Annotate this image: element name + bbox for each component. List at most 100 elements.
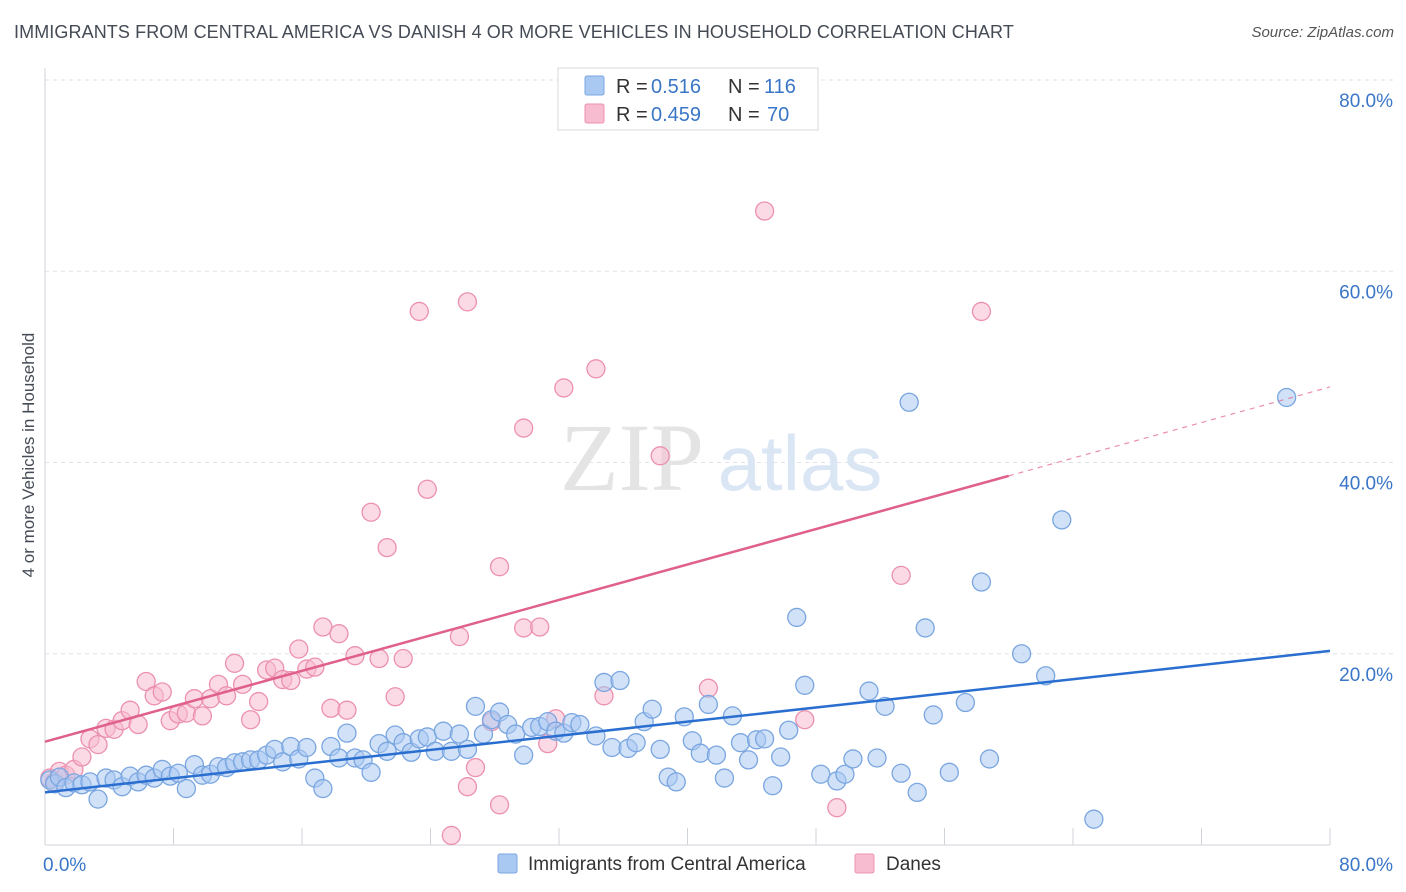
grid-lines <box>45 79 1393 655</box>
legend-n-value-2: 70 <box>767 104 789 126</box>
danes-point-38 <box>337 700 357 720</box>
legend-r-value-2: 0.459 <box>651 104 701 126</box>
y-tick-label-60: 60.0% <box>1339 282 1393 303</box>
legend-n-value-1: 116 <box>764 76 796 98</box>
danes-point-55 <box>514 418 534 438</box>
legend-r-label-1: R = <box>616 76 648 98</box>
central-america-point-41 <box>361 762 381 782</box>
central-america-point-54 <box>465 696 486 716</box>
legend-swatch-blue <box>584 75 605 96</box>
danes-point-51 <box>465 757 486 778</box>
central-america-point-114 <box>1276 387 1297 408</box>
axes <box>44 68 1331 846</box>
central-america-points <box>40 387 1297 829</box>
chart-title: IMMIGRANTS FROM CENTRAL AMERICA VS DANIS… <box>14 22 1014 42</box>
legend-swatch-pink <box>584 103 605 124</box>
correlation-legend: R = 0.516 N = 116 R = 0.459 N = 70 <box>557 67 819 131</box>
watermark: ZIP atlas <box>560 404 882 511</box>
y-tick-label-40: 40.0% <box>1339 474 1393 495</box>
watermark-atlas: atlas <box>718 419 883 507</box>
central-america-point-84 <box>714 768 735 788</box>
danes-point-35 <box>313 617 333 637</box>
central-america-point-109 <box>971 572 992 592</box>
central-america-point-113 <box>1084 809 1104 829</box>
central-america-point-106 <box>923 705 943 725</box>
central-america-point-107 <box>939 762 959 782</box>
danes-point-63 <box>650 446 670 466</box>
central-america-point-78 <box>666 772 686 792</box>
danes-point-57 <box>530 617 550 637</box>
danes-point-32 <box>289 639 309 659</box>
central-america-point-70 <box>602 737 622 758</box>
y-tick-label-20: 20.0% <box>1339 665 1393 686</box>
central-america-point-104 <box>907 782 927 803</box>
danes-point-37 <box>329 624 349 644</box>
legend-r-value-1: 0.516 <box>651 76 701 98</box>
central-america-point-90 <box>762 776 783 796</box>
danes-point-49 <box>457 292 478 312</box>
central-america-point-98 <box>843 749 863 769</box>
central-america-point-71 <box>610 670 630 691</box>
danes-point-54 <box>489 795 510 815</box>
central-america-point-115 <box>1011 644 1032 664</box>
danes-point-53 <box>489 557 510 577</box>
central-america-point-111 <box>1036 666 1056 686</box>
series-legend-label-blue: Immigrants from Central America <box>528 854 806 875</box>
central-america-point-97 <box>835 764 855 784</box>
central-america-trend-line <box>44 649 1331 794</box>
central-america-point-59 <box>505 724 526 744</box>
central-america-point-69 <box>594 672 614 693</box>
danes-point-40 <box>361 502 381 522</box>
danes-point-24 <box>224 653 245 673</box>
central-america-point-35 <box>313 778 333 799</box>
danes-point-64 <box>698 678 719 698</box>
central-america-point-68 <box>586 726 606 746</box>
central-america-point-105 <box>915 618 935 638</box>
central-america-point-51 <box>441 741 462 761</box>
y-axis-label: 4 or more Vehicles in Household <box>19 333 38 578</box>
danes-point-60 <box>554 378 574 398</box>
central-america-point-87 <box>738 750 759 770</box>
central-america-point-50 <box>433 721 454 741</box>
series-legend: Immigrants from Central America Danes <box>497 853 941 875</box>
central-america-point-82 <box>698 694 719 715</box>
central-america-point-43 <box>377 741 397 761</box>
central-america-point-81 <box>690 743 710 763</box>
central-america-point-102 <box>891 763 911 783</box>
danes-point-36 <box>321 698 341 718</box>
danes-point-61 <box>586 359 606 379</box>
central-america-point-18 <box>176 778 197 799</box>
central-america-point-83 <box>706 745 727 765</box>
central-america-point-75 <box>642 699 662 719</box>
central-america-point-76 <box>650 739 670 760</box>
y-tick-label-80: 80.0% <box>1339 91 1393 112</box>
series-legend-label-pink: Danes <box>886 854 941 875</box>
legend-n-label-2: N = <box>728 104 760 126</box>
danes-point-68 <box>891 565 911 585</box>
danes-points <box>40 201 992 846</box>
danes-point-26 <box>240 710 261 730</box>
danes-point-27 <box>248 691 269 712</box>
danes-point-47 <box>441 825 462 846</box>
central-america-point-92 <box>779 720 799 740</box>
central-america-point-37 <box>329 748 349 768</box>
legend-n-label-1: N = <box>728 76 760 98</box>
central-america-point-38 <box>337 723 357 743</box>
danes-point-65 <box>754 201 775 221</box>
danes-point-42 <box>377 537 397 558</box>
danes-point-45 <box>409 301 429 322</box>
central-america-point-93 <box>787 607 807 628</box>
central-america-point-33 <box>297 737 317 758</box>
danes-point-67 <box>827 798 847 818</box>
central-america-point-60 <box>514 745 534 765</box>
central-america-point-103 <box>899 392 919 412</box>
danes-point-15 <box>152 682 172 702</box>
danes-point-69 <box>971 301 992 322</box>
central-america-point-108 <box>955 692 976 713</box>
central-america-point-67 <box>570 714 590 735</box>
central-america-point-99 <box>859 681 879 701</box>
danes-point-7 <box>88 734 108 755</box>
central-america-point-86 <box>730 733 751 753</box>
central-america-point-7 <box>88 789 108 809</box>
series-legend-swatch-blue <box>497 853 518 874</box>
